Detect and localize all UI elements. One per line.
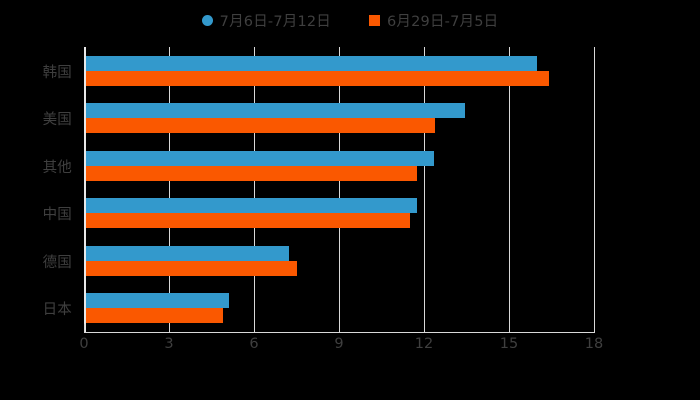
plot-area <box>84 47 595 332</box>
x-tick-mark-18 <box>594 324 595 332</box>
bar-韩国-series-1[interactable] <box>84 70 549 86</box>
bar-其他-series-0[interactable] <box>84 150 434 166</box>
chart-legend: 7月6日-7月12日 6月29日-7月5日 <box>0 0 700 40</box>
x-tick-label-6: 6 <box>249 336 259 352</box>
x-tick-label-0: 0 <box>79 336 89 352</box>
gridline-9 <box>339 47 340 332</box>
bar-日本-series-0[interactable] <box>84 293 229 309</box>
y-axis-label-其他: 其他 <box>42 159 72 176</box>
legend-item-series-1[interactable]: 6月29日-7月5日 <box>369 10 498 31</box>
x-tick-label-12: 12 <box>414 336 434 352</box>
legend-item-series-0[interactable]: 7月6日-7月12日 <box>201 10 331 31</box>
bar-中国-series-1[interactable] <box>84 213 410 229</box>
y-axis-label-美国: 美国 <box>42 112 72 129</box>
bar-中国-series-0[interactable] <box>84 198 417 214</box>
bar-美国-series-1[interactable] <box>84 118 436 134</box>
gridline-6 <box>254 47 255 332</box>
x-tick-label-15: 15 <box>499 336 519 352</box>
x-tick-mark-15 <box>509 324 510 332</box>
bar-日本-series-1[interactable] <box>84 308 223 324</box>
x-tick-mark-6 <box>254 324 255 332</box>
gridline-15 <box>509 47 510 332</box>
y-axis-label-韩国: 韩国 <box>42 64 72 81</box>
legend-label-series-0: 7月6日-7月12日 <box>219 13 331 30</box>
bar-韩国-series-0[interactable] <box>84 55 538 71</box>
legend-marker-dot-icon <box>201 14 213 26</box>
x-tick-label-9: 9 <box>334 336 344 352</box>
y-axis-label-德国: 德国 <box>42 254 72 271</box>
y-axis-label-中国: 中国 <box>42 207 72 224</box>
bar-其他-series-1[interactable] <box>84 165 417 181</box>
y-axis-label-日本: 日本 <box>42 302 72 319</box>
x-tick-label-18: 18 <box>584 336 604 352</box>
y-axis-line <box>84 47 86 332</box>
x-tick-label-3: 3 <box>164 336 174 352</box>
legend-marker-square-icon <box>369 14 380 26</box>
x-tick-mark-9 <box>339 324 340 332</box>
legend-label-series-1: 6月29日-7月5日 <box>387 13 499 30</box>
x-tick-mark-3 <box>169 324 170 332</box>
bar-德国-series-0[interactable] <box>84 245 290 261</box>
gridline-12 <box>424 47 425 332</box>
x-tick-mark-12 <box>424 324 425 332</box>
bar-美国-series-0[interactable] <box>84 103 466 119</box>
x-axis-line <box>84 332 595 333</box>
gridline-3 <box>169 47 170 332</box>
y-axis-labels: 韩国美国其他中国德国日本 <box>0 47 72 332</box>
x-tick-mark-0 <box>84 324 85 332</box>
gridline-18 <box>594 47 595 332</box>
bar-德国-series-1[interactable] <box>84 260 297 276</box>
